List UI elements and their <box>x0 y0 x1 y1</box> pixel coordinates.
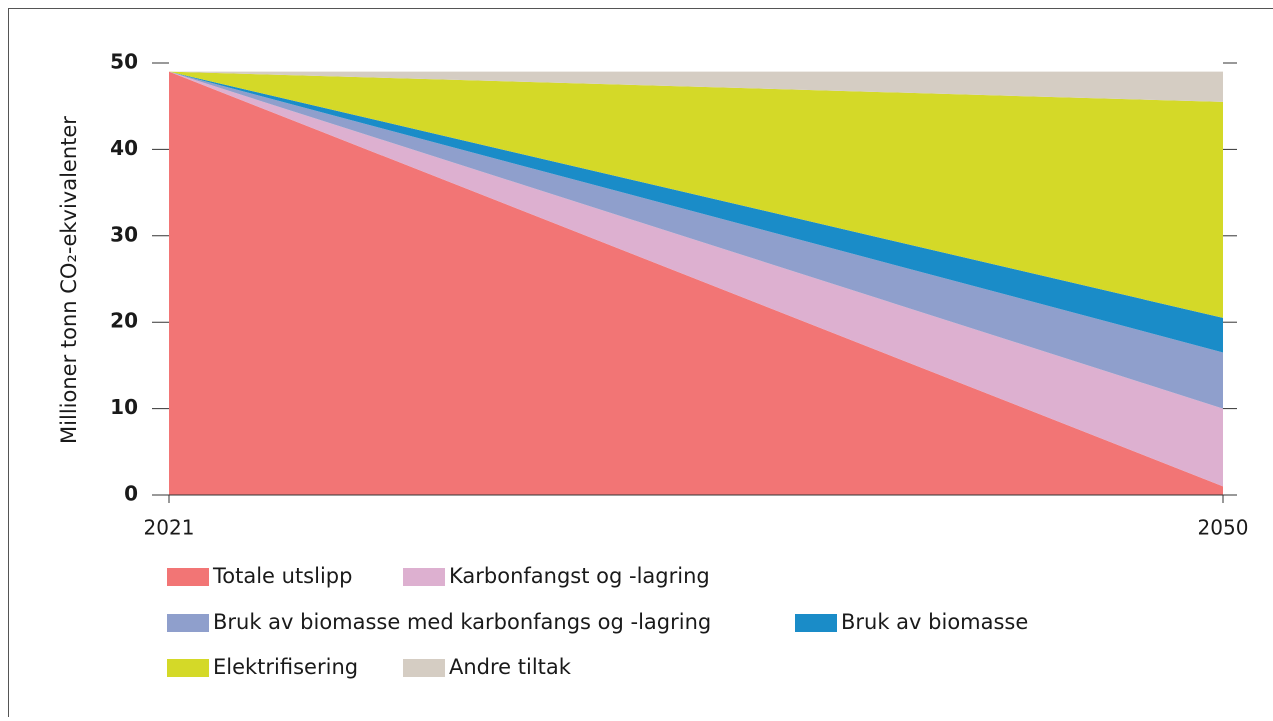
legend-swatch <box>167 659 209 677</box>
y-tick-label: 30 <box>110 222 138 246</box>
legend-swatch <box>795 614 837 632</box>
legend-label: Bruk av biomasse med karbonfangs og -lag… <box>213 610 711 634</box>
legend-label: Andre tiltak <box>449 655 572 679</box>
legend-swatch <box>403 568 445 586</box>
legend-label: Karbonfangst og -lagring <box>449 564 710 588</box>
y-tick-label: 0 <box>124 482 138 506</box>
y-tick-label: 40 <box>110 136 138 160</box>
y-tick-label: 20 <box>110 309 138 333</box>
y-axis-label: Millioner tonn CO₂-ekvivalenter <box>57 116 81 444</box>
legend-label: Elektrifisering <box>213 655 358 679</box>
y-tick-label: 10 <box>110 395 138 419</box>
x-tick-label: 2021 <box>144 516 195 540</box>
legend-swatch <box>167 614 209 632</box>
legend-swatch <box>167 568 209 586</box>
legend-swatch <box>403 659 445 677</box>
legend-label: Totale utslipp <box>212 564 352 588</box>
legend-label: Bruk av biomasse <box>841 610 1028 634</box>
y-tick-label: 50 <box>110 50 138 74</box>
x-tick-label: 2050 <box>1198 516 1249 540</box>
